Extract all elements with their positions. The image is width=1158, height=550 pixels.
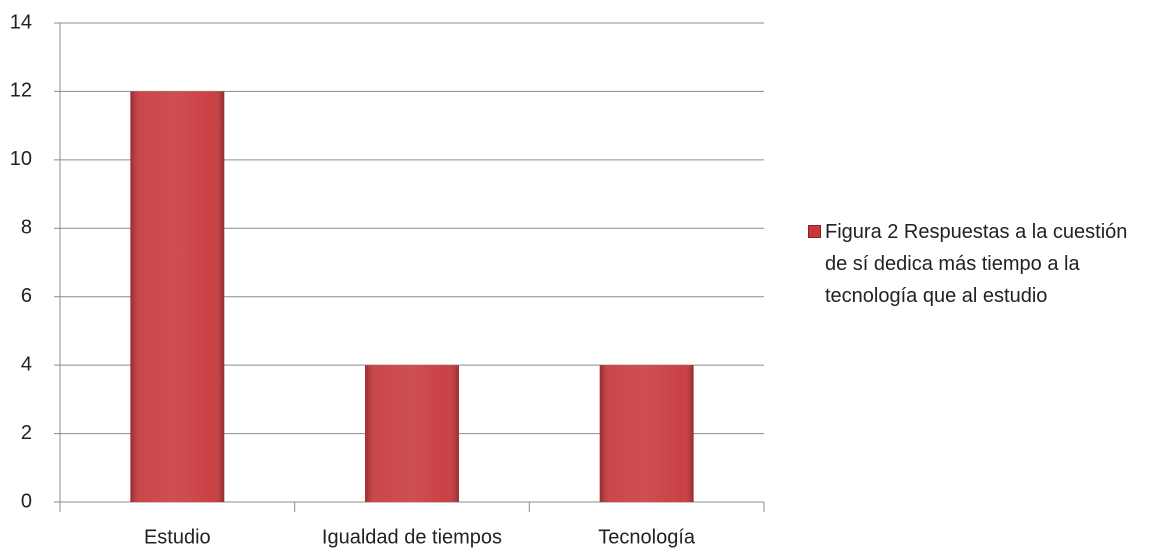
y-tick-label: 12 (10, 80, 32, 102)
bar (130, 91, 225, 502)
y-tick-label: 6 (21, 285, 32, 307)
x-tick-label: Estudio (144, 526, 211, 548)
y-tick-label: 4 (21, 353, 32, 375)
legend-label: Figura 2 Respuestas a la cuestión de sí … (825, 221, 1128, 307)
y-tick-label: 2 (21, 422, 32, 444)
x-tick-label: Igualdad de tiempos (322, 526, 502, 548)
y-tick-label: 10 (10, 148, 32, 170)
legend: Figura 2 Respuestas a la cuestión de sí … (808, 216, 1153, 312)
x-tick-label: Tecnología (598, 526, 696, 548)
y-tick-label: 0 (21, 490, 32, 512)
y-tick-label: 8 (21, 217, 32, 239)
legend-key (808, 225, 821, 238)
bar (599, 365, 694, 502)
bar (365, 365, 459, 502)
y-tick-label: 14 (10, 11, 32, 33)
